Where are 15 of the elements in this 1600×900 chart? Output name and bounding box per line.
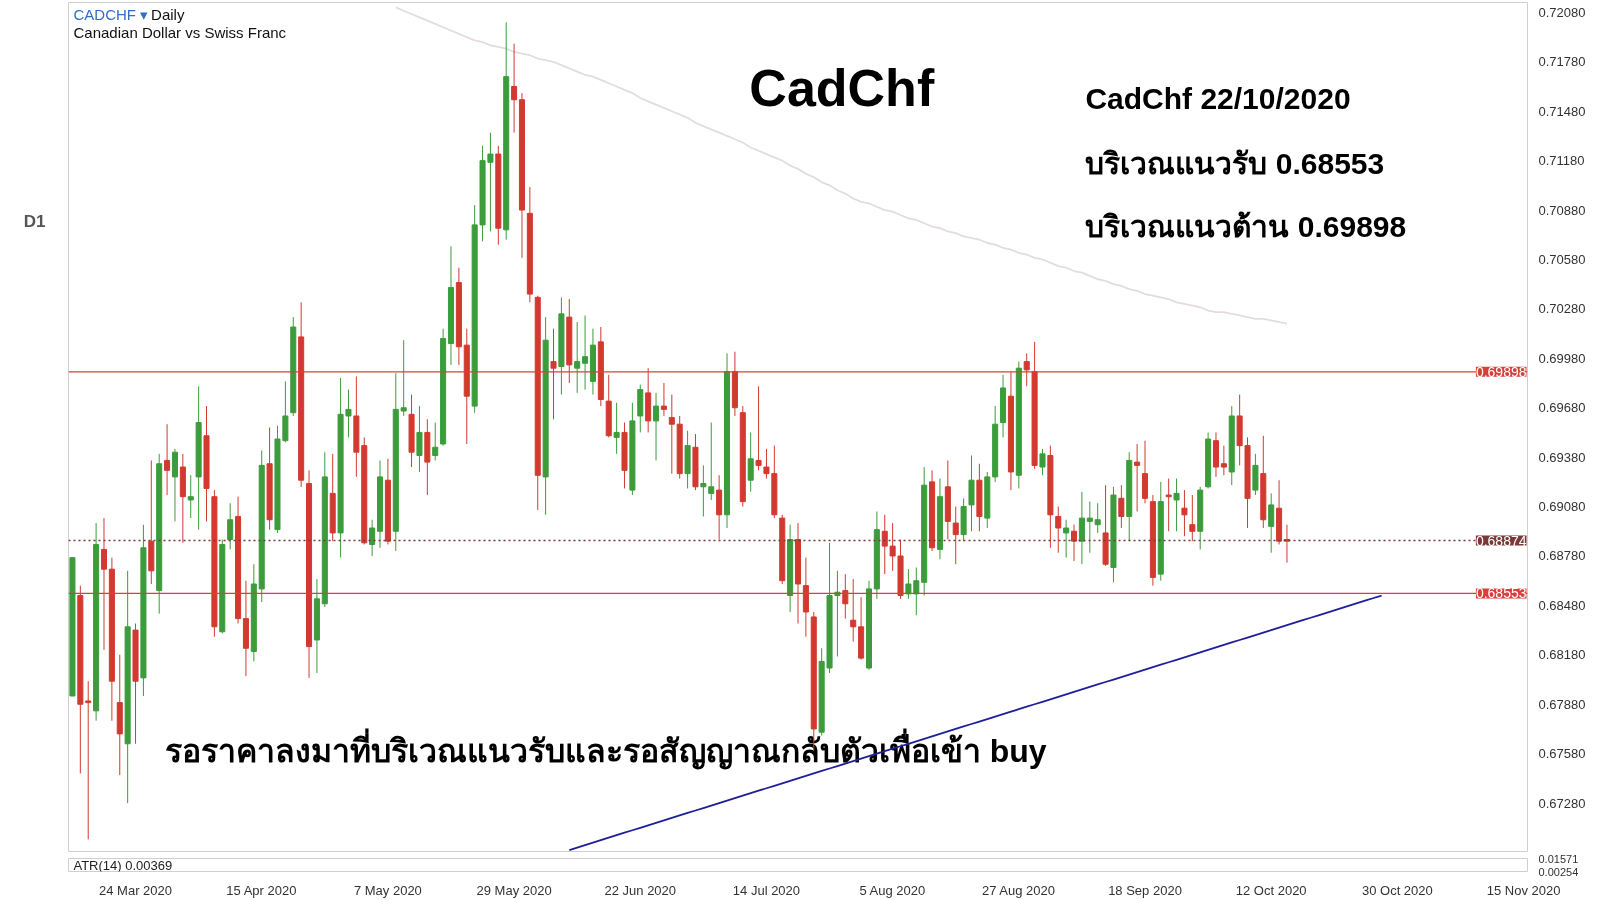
x-tick-label: 24 Mar 2020 [99, 882, 173, 898]
x-tick-label: 22 Jun 2020 [604, 882, 677, 898]
x-tick-label: 5 Aug 2020 [859, 882, 926, 898]
x-tick-label: 27 Aug 2020 [981, 882, 1055, 898]
x-tick-label: 12 Oct 2020 [1235, 882, 1307, 898]
x-tick-label: 15 Apr 2020 [226, 882, 297, 898]
annotation: ATR(14) 0.00369 [73, 857, 173, 873]
x-tick-label: 15 Nov 2020 [1486, 882, 1561, 898]
y-tick-label: 0.00254 [1538, 865, 1579, 878]
x-tick-label: 14 Jul 2020 [732, 882, 801, 898]
x-tick-label: 7 May 2020 [353, 882, 422, 898]
x-tick-label: 29 May 2020 [476, 882, 552, 898]
x-tick-label: 18 Sep 2020 [1108, 882, 1182, 898]
x-tick-label: 30 Oct 2020 [1361, 882, 1433, 898]
y-tick-label: 0.01571 [1538, 852, 1579, 865]
